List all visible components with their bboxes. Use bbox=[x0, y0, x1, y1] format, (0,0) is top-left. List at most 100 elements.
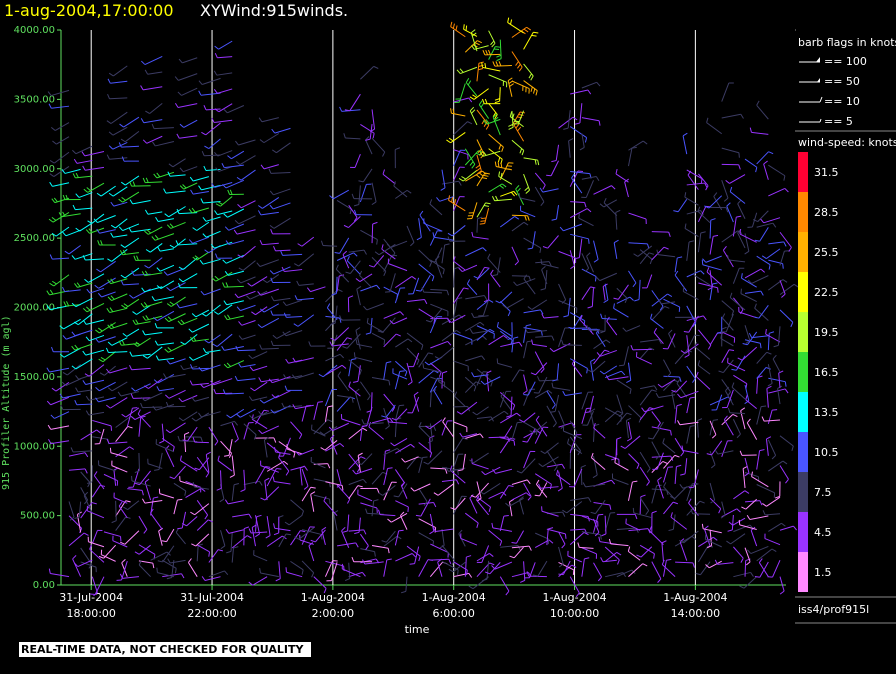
wind-barb bbox=[721, 331, 736, 343]
barb-shaft bbox=[532, 231, 536, 249]
wind-barb bbox=[141, 270, 163, 277]
barb-feather bbox=[152, 563, 155, 569]
barb-feather bbox=[720, 514, 726, 519]
barb-shaft bbox=[661, 542, 664, 562]
barb-feather bbox=[481, 470, 486, 476]
barb-feather bbox=[514, 261, 519, 266]
wind-barb bbox=[432, 526, 454, 533]
wind-barb bbox=[531, 339, 547, 348]
wind-barb bbox=[152, 404, 175, 411]
wind-barb bbox=[695, 561, 711, 576]
barb-feather bbox=[49, 289, 54, 295]
barb-feather bbox=[343, 133, 346, 139]
barb-shaft bbox=[497, 257, 501, 275]
barb-feather bbox=[729, 292, 733, 298]
barb-feather bbox=[737, 357, 743, 361]
wind-barb bbox=[409, 546, 420, 565]
barb-feather bbox=[712, 282, 718, 285]
barb-feather bbox=[118, 142, 122, 148]
barb-shaft bbox=[154, 296, 174, 302]
barb-shaft bbox=[546, 450, 558, 467]
barb-feather bbox=[690, 508, 694, 514]
barb-shaft bbox=[323, 426, 338, 436]
wind-barb bbox=[563, 297, 571, 318]
barb-shaft bbox=[383, 559, 388, 577]
barb-shaft bbox=[717, 562, 734, 565]
barb-feather bbox=[84, 499, 89, 505]
barb-shaft bbox=[627, 362, 632, 381]
barb-shaft bbox=[535, 532, 549, 540]
wind-barb bbox=[387, 258, 408, 272]
barb-feather bbox=[573, 432, 578, 438]
barb-shaft bbox=[125, 175, 140, 186]
wind-barb bbox=[112, 535, 128, 548]
barb-feather bbox=[772, 354, 777, 360]
wind-barb bbox=[675, 561, 695, 568]
barb-shaft bbox=[588, 329, 606, 332]
barb-shaft bbox=[637, 245, 653, 257]
barb-shaft bbox=[610, 543, 629, 547]
wind-barb bbox=[325, 481, 344, 491]
barb-shaft bbox=[264, 486, 280, 501]
wind-barb bbox=[744, 325, 751, 344]
wind-barb bbox=[460, 533, 478, 546]
barb-feather bbox=[547, 389, 553, 394]
y-tick-label: 1500.00 bbox=[14, 372, 55, 383]
barb-shaft bbox=[252, 365, 268, 372]
wind-barb bbox=[552, 363, 560, 382]
wind-barb bbox=[214, 253, 233, 259]
barb-shaft bbox=[441, 561, 459, 571]
barb-feather bbox=[531, 339, 534, 345]
barb-shaft bbox=[600, 349, 617, 357]
wind-barb bbox=[140, 301, 163, 308]
barb-feather bbox=[526, 340, 533, 343]
barb-feather bbox=[360, 456, 366, 460]
wind-barb bbox=[356, 286, 362, 306]
barb-feather bbox=[214, 52, 218, 58]
barb-feather bbox=[477, 148, 482, 154]
barb-shaft bbox=[360, 284, 377, 292]
wind-barb bbox=[140, 118, 163, 124]
barb-feather bbox=[182, 439, 188, 442]
barb-shaft bbox=[534, 426, 544, 444]
barb-feather bbox=[455, 479, 460, 485]
barb-shaft bbox=[441, 244, 446, 264]
speed-level-label: 19.5 bbox=[814, 326, 839, 339]
barb-feather bbox=[161, 540, 167, 543]
barb-shaft bbox=[89, 287, 105, 294]
barb-feather bbox=[736, 215, 742, 218]
barb-feather bbox=[761, 416, 765, 422]
barb-shaft bbox=[658, 394, 676, 398]
barb-feather bbox=[224, 499, 229, 505]
barb-shaft bbox=[266, 535, 283, 547]
barb-feather bbox=[189, 356, 194, 361]
speed-legend-entry: 25.5 bbox=[798, 232, 839, 272]
wind-barb bbox=[291, 372, 314, 380]
wind-barb bbox=[142, 135, 163, 144]
wind-barb bbox=[696, 418, 703, 438]
wind-barb bbox=[308, 341, 326, 347]
speed-legend-entry: 10.5 bbox=[798, 432, 839, 472]
barb-feather bbox=[785, 478, 789, 484]
barb-feather bbox=[673, 210, 679, 213]
wind-barb bbox=[106, 154, 128, 160]
barb-shaft bbox=[663, 375, 680, 378]
wind-barb bbox=[752, 210, 769, 223]
wind-barb bbox=[429, 377, 443, 393]
wind-barb bbox=[634, 279, 641, 302]
wind-barb bbox=[582, 482, 606, 488]
wind-barb bbox=[121, 559, 128, 577]
barb-feather bbox=[423, 501, 428, 506]
wind-barb bbox=[523, 482, 532, 501]
barb-feather bbox=[204, 145, 210, 150]
barb-shaft bbox=[581, 515, 598, 523]
wind-barb bbox=[224, 270, 244, 276]
barb-shaft bbox=[626, 325, 641, 332]
barb-feather bbox=[365, 545, 369, 551]
barb-shaft bbox=[652, 421, 664, 440]
barb-shaft bbox=[100, 260, 116, 273]
barb-feather bbox=[681, 445, 684, 451]
barb-shaft bbox=[779, 231, 792, 248]
wind-barb bbox=[558, 561, 575, 576]
barb-feather bbox=[670, 495, 676, 499]
